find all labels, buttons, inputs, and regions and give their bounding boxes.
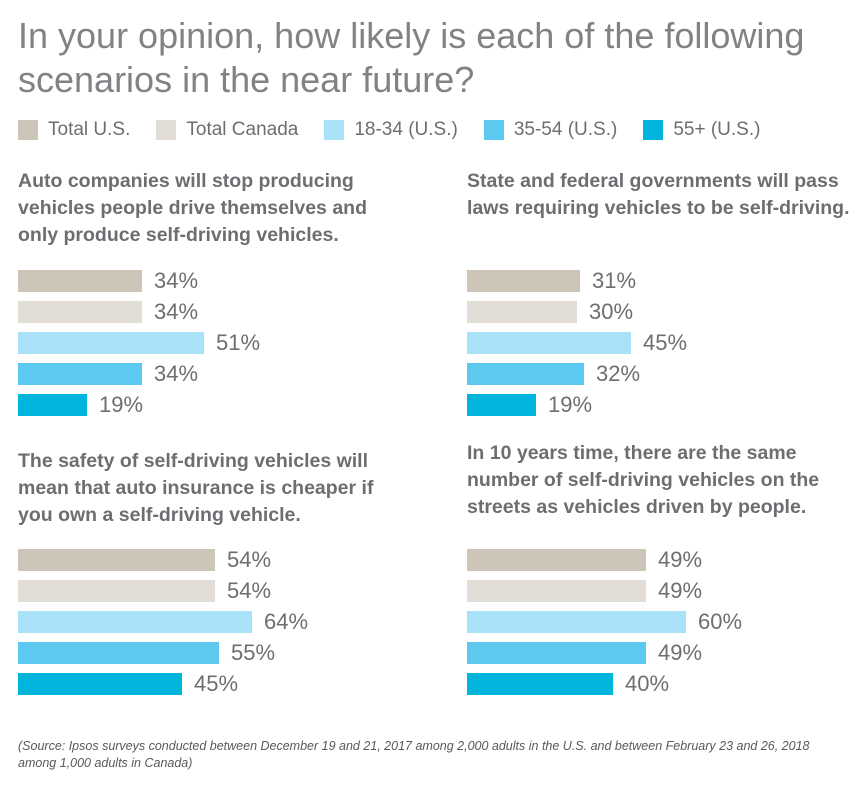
- panel-title: The safety of self-driving vehicles will…: [18, 450, 374, 526]
- legend-swatch: [156, 120, 177, 140]
- legend-item-18-34: 18-34 (U.S.): [324, 119, 458, 141]
- panel-title: Auto companies will stop producing vehic…: [18, 170, 367, 246]
- legend: Total U.S. Total Canada 18-34 (U.S.) 35-…: [18, 118, 786, 142]
- bar-value-label: 40%: [625, 671, 670, 696]
- bar: [18, 363, 142, 385]
- bar: [18, 611, 252, 633]
- legend-swatch: [483, 120, 504, 140]
- legend-item-35-54: 35-54 (U.S.): [483, 119, 618, 141]
- bar: [18, 270, 142, 292]
- bar: [467, 611, 686, 633]
- bar: [467, 270, 580, 292]
- bar-value-label: 19%: [548, 392, 593, 417]
- source-note: (Source: Ipsos surveys conducted between…: [18, 739, 810, 770]
- legend-label: Total U.S.: [48, 119, 131, 140]
- bar: [467, 642, 646, 664]
- legend-item-total-us: Total U.S.: [18, 119, 130, 141]
- chart-title: In your opinion, how likely is each of t…: [18, 15, 805, 100]
- bar: [18, 673, 182, 695]
- bar: [467, 301, 577, 323]
- legend-label: 35-54 (U.S.): [513, 119, 618, 140]
- chart-panel-insurance-cheaper: The safety of self-driving vehicles will…: [18, 448, 418, 708]
- bar-value-label: 54%: [227, 547, 272, 572]
- chart-panel-auto-companies: Auto companies will stop producing vehic…: [18, 168, 418, 428]
- legend-swatch: [324, 120, 345, 140]
- bar-value-label: 34%: [154, 268, 199, 293]
- bar-value-label: 34%: [154, 361, 199, 386]
- bar-value-label: 49%: [658, 547, 703, 572]
- chart-panel-government-laws: State and federal governments will pass …: [467, 168, 864, 428]
- bar: [467, 363, 584, 385]
- bar-value-label: 32%: [596, 361, 641, 386]
- bar-value-label: 30%: [589, 299, 634, 324]
- legend-swatch: [18, 120, 38, 140]
- bar-value-label: 19%: [99, 392, 144, 417]
- bar: [18, 642, 219, 664]
- bar: [18, 332, 204, 354]
- bar-value-label: 45%: [643, 330, 688, 355]
- bar: [18, 394, 87, 416]
- bar: [18, 580, 215, 602]
- bar-group: 31% 30% 45% 32% 19%: [467, 168, 864, 428]
- legend-swatch: [643, 120, 664, 140]
- panel-title: In 10 years time, there are the same num…: [467, 442, 820, 518]
- bar-value-label: 51%: [216, 330, 261, 355]
- bar: [467, 394, 536, 416]
- bar-value-label: 60%: [698, 609, 743, 634]
- bar-value-label: 54%: [227, 578, 272, 603]
- bar-group: 49% 49% 60% 49% 40%: [467, 440, 864, 700]
- bar-value-label: 64%: [264, 609, 309, 634]
- bar-value-label: 31%: [592, 268, 637, 293]
- bar: [467, 332, 631, 354]
- legend-label: Total Canada: [186, 119, 299, 140]
- legend-item-55-plus: 55+ (U.S.): [643, 119, 760, 141]
- bar-value-label: 49%: [658, 578, 703, 603]
- legend-label: 18-34 (U.S.): [354, 119, 458, 140]
- bar: [467, 549, 646, 571]
- bar-group: 54% 54% 64% 55% 45%: [18, 448, 418, 708]
- chart-panel-same-number: In 10 years time, there are the same num…: [467, 440, 864, 700]
- panel-title: State and federal governments will pass …: [467, 170, 850, 219]
- bar: [467, 673, 613, 695]
- bar-group: 34% 34% 51% 34% 19%: [18, 168, 418, 428]
- bar-value-label: 45%: [194, 671, 239, 696]
- bar: [18, 549, 215, 571]
- legend-item-total-canada: Total Canada: [156, 119, 298, 141]
- bar-value-label: 49%: [658, 640, 703, 665]
- legend-label: 55+ (U.S.): [673, 119, 761, 140]
- bar-value-label: 55%: [231, 640, 276, 665]
- bar: [467, 580, 646, 602]
- bar-value-label: 34%: [154, 299, 199, 324]
- bar: [18, 301, 142, 323]
